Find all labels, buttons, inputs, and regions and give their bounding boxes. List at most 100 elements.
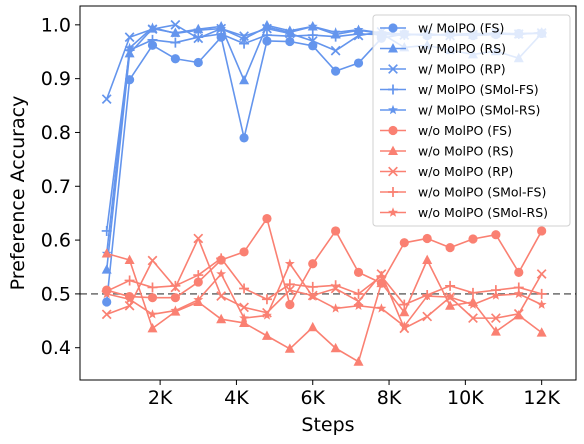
x-tick-label: 10K	[447, 387, 484, 409]
legend-swatch-marker	[388, 145, 398, 155]
data-point	[376, 303, 387, 313]
data-point	[216, 313, 227, 324]
data-point	[467, 287, 478, 298]
data-point	[216, 268, 227, 279]
data-point	[239, 283, 250, 294]
data-point	[353, 58, 364, 68]
legend-entry-label: w/ MolPO (SMol-RS)	[418, 103, 540, 118]
data-point	[445, 291, 456, 302]
data-point	[330, 342, 341, 353]
data-point	[353, 300, 364, 310]
data-point	[239, 302, 249, 313]
data-point	[170, 37, 181, 48]
data-point	[284, 258, 295, 268]
data-point	[330, 45, 341, 56]
data-point	[445, 300, 456, 310]
legend-entry-label: w/o MolPO (FS)	[418, 123, 512, 138]
legend-swatch-marker	[388, 104, 398, 115]
data-point	[353, 24, 364, 34]
legend-swatch-marker	[388, 43, 398, 53]
y-tick-label: 0.5	[41, 283, 71, 305]
data-point	[216, 291, 227, 301]
y-tick-label: 0.7	[41, 176, 71, 198]
data-point	[353, 267, 364, 277]
data-point	[330, 303, 341, 313]
legend-swatch-marker	[388, 23, 398, 33]
plot-frame	[79, 5, 577, 381]
data-point	[422, 233, 432, 244]
data-point	[216, 23, 227, 33]
data-point	[147, 34, 158, 45]
legend-entry-label: w/ MolPO (RS)	[418, 41, 506, 56]
data-point	[193, 25, 204, 35]
series-line	[106, 257, 542, 306]
data-point	[193, 233, 204, 244]
data-point	[193, 32, 204, 43]
data-point	[101, 264, 112, 274]
data-point	[239, 33, 250, 44]
data-point	[284, 279, 295, 290]
x-tick-label: 6K	[300, 387, 325, 409]
data-point	[536, 269, 547, 279]
y-tick-label: 0.4	[41, 337, 71, 359]
x-tick-label: 2K	[148, 387, 173, 409]
data-point	[468, 299, 478, 309]
legend-entry-label: w/ MolPO (RP)	[418, 62, 506, 77]
data-point	[536, 288, 547, 299]
data-point	[330, 280, 341, 291]
legend-entry-label: w/o MolPO (RS)	[418, 144, 514, 159]
data-point	[193, 270, 204, 281]
data-point	[101, 94, 112, 104]
data-point	[285, 300, 295, 310]
data-point	[102, 297, 112, 307]
data-point	[422, 311, 433, 322]
data-point	[537, 226, 547, 236]
legend-swatch-marker	[388, 125, 398, 136]
data-point	[261, 30, 272, 41]
y-tick-label: 0.8	[41, 122, 71, 144]
data-point	[239, 312, 250, 323]
data-point	[308, 259, 318, 269]
y-tick-label: 0.6	[41, 230, 71, 252]
legend-swatch-marker	[388, 187, 398, 197]
data-point	[513, 288, 524, 299]
data-point	[239, 74, 250, 85]
data-point	[284, 343, 295, 353]
data-point	[147, 293, 158, 303]
data-point	[147, 40, 158, 50]
data-point	[307, 291, 318, 301]
data-point	[445, 243, 455, 253]
data-point	[147, 22, 158, 32]
legend: w/ MolPO (FS) w/ MolPO (RS) w/ MolPO (RP) w…	[372, 14, 571, 227]
legend-swatch-marker	[388, 64, 398, 74]
data-point	[422, 290, 433, 301]
data-point	[330, 27, 341, 37]
data-point	[170, 19, 181, 30]
data-point	[170, 54, 180, 64]
legend-swatch-marker	[388, 166, 398, 177]
data-point	[170, 305, 181, 315]
data-point	[124, 254, 135, 264]
data-point	[170, 28, 181, 38]
data-point	[284, 27, 295, 37]
data-point	[261, 294, 272, 305]
x-tick-label: 4K	[224, 387, 249, 409]
data-point	[262, 310, 272, 320]
data-point	[262, 36, 272, 46]
data-point	[445, 280, 456, 291]
data-point	[353, 356, 364, 366]
data-point	[239, 247, 249, 257]
data-point	[261, 330, 272, 340]
data-point	[147, 255, 158, 266]
data-point	[147, 309, 158, 319]
data-point	[399, 238, 409, 248]
data-point	[124, 294, 135, 304]
data-point	[101, 225, 112, 236]
data-point	[490, 313, 501, 324]
legend-entry-label: w/o MolPO (SMol-RS)	[418, 205, 548, 220]
data-point	[170, 280, 181, 291]
data-point	[331, 66, 341, 76]
data-point	[262, 213, 272, 224]
data-point	[491, 230, 501, 240]
data-point	[536, 327, 547, 337]
